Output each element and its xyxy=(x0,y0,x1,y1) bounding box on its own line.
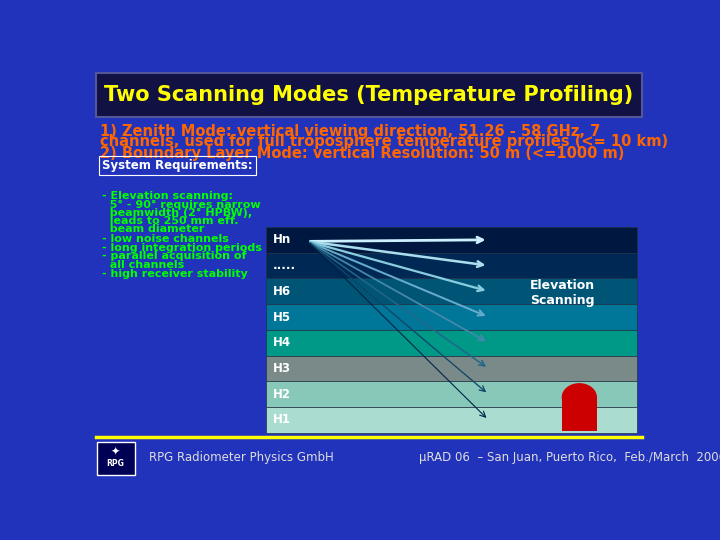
Bar xyxy=(266,304,636,330)
Text: Two Scanning Modes (Temperature Profiling): Two Scanning Modes (Temperature Profilin… xyxy=(104,85,634,105)
Bar xyxy=(96,73,642,117)
Text: RPG: RPG xyxy=(107,460,125,469)
Text: RPG Radiometer Physics GmbH: RPG Radiometer Physics GmbH xyxy=(148,451,333,464)
Text: H3: H3 xyxy=(272,362,290,375)
Bar xyxy=(96,442,135,475)
Text: ✦: ✦ xyxy=(111,447,120,456)
Text: channels, used for full troposphere temperature profiles (<= 10 km): channels, used for full troposphere temp… xyxy=(100,134,668,149)
Text: - long integration periods: - long integration periods xyxy=(102,243,262,253)
Bar xyxy=(266,227,636,253)
Text: Hn: Hn xyxy=(272,233,291,246)
Text: H1: H1 xyxy=(272,414,290,427)
Bar xyxy=(266,253,636,279)
Text: 5° - 90° requires narrow: 5° - 90° requires narrow xyxy=(102,199,261,210)
Bar xyxy=(266,330,636,356)
Text: Elevation
Scanning: Elevation Scanning xyxy=(530,279,595,307)
Bar xyxy=(266,407,636,433)
Text: μRAD 06  – San Juan, Puerto Rico,  Feb./March  2006: μRAD 06 – San Juan, Puerto Rico, Feb./Ma… xyxy=(419,451,720,464)
Text: H5: H5 xyxy=(272,310,291,323)
Bar xyxy=(266,381,636,407)
Bar xyxy=(562,397,597,431)
Text: System Requirements:: System Requirements: xyxy=(102,159,253,172)
Text: .....: ..... xyxy=(272,259,296,272)
Text: - high receiver stability: - high receiver stability xyxy=(102,269,248,279)
Text: all channels: all channels xyxy=(102,260,184,270)
Ellipse shape xyxy=(562,383,597,411)
Text: - low noise channels: - low noise channels xyxy=(102,234,229,244)
Text: 2) Boundary Layer Mode: vertical Resolution: 50 m (<=1000 m): 2) Boundary Layer Mode: vertical Resolut… xyxy=(100,146,624,161)
Text: H6: H6 xyxy=(272,285,291,298)
Text: beam diameter: beam diameter xyxy=(102,225,204,234)
Text: H4: H4 xyxy=(272,336,291,349)
Text: beamwidth (2° HPBW),: beamwidth (2° HPBW), xyxy=(102,208,253,218)
Text: leads to 250 mm eff.: leads to 250 mm eff. xyxy=(102,216,239,226)
Text: - Elevation scanning:: - Elevation scanning: xyxy=(102,191,233,201)
Bar xyxy=(266,356,636,381)
Text: 1) Zenith Mode: vertical viewing direction, 51.26 - 58 GHz, 7: 1) Zenith Mode: vertical viewing directi… xyxy=(100,124,600,139)
Text: - parallel acquisition of: - parallel acquisition of xyxy=(102,252,247,261)
Bar xyxy=(266,279,636,304)
Text: H2: H2 xyxy=(272,388,290,401)
